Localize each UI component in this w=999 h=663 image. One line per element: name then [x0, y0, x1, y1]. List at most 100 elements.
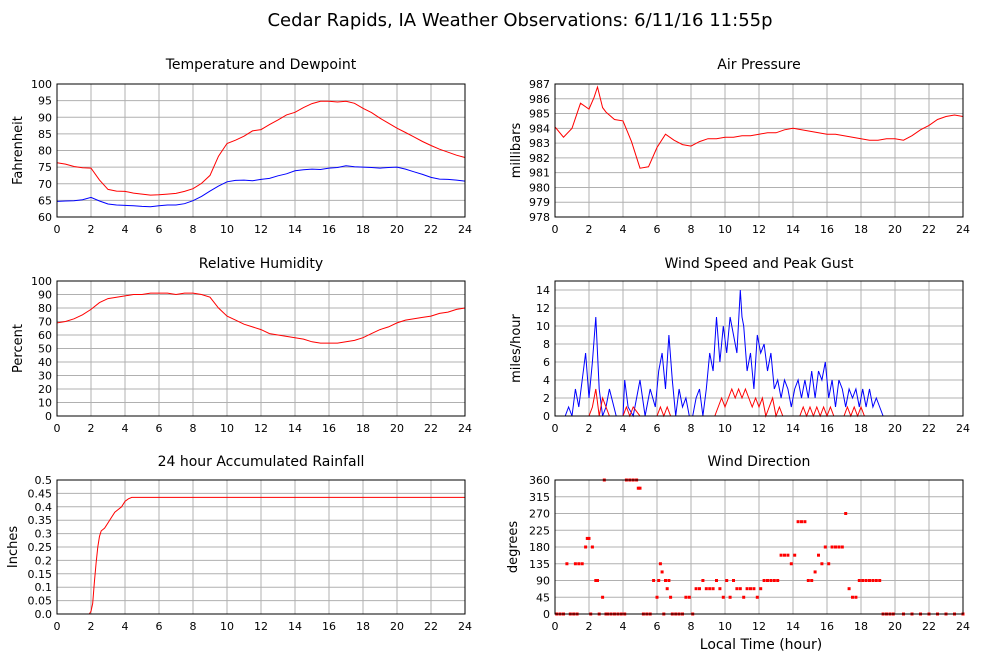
x-tick-label: 16: [820, 620, 834, 633]
y-tick-label: 85: [38, 128, 52, 141]
x-tick-label: 2: [586, 422, 593, 435]
data-point: [660, 570, 664, 574]
x-tick-label: 18: [356, 620, 370, 633]
data-point: [786, 553, 790, 557]
x-tick-label: 22: [424, 422, 438, 435]
data-point: [789, 562, 793, 566]
y-tick-label: 100: [31, 275, 52, 288]
y-axis-label: millibars: [509, 123, 524, 179]
y-tick-label: 95: [38, 95, 52, 108]
data-point: [844, 512, 848, 515]
data-point: [658, 562, 662, 566]
data-point: [749, 587, 752, 591]
data-point: [725, 579, 729, 582]
x-tick-label: 20: [888, 422, 902, 435]
x-tick-label: 22: [424, 223, 438, 236]
y-axis-label: miles/hour: [509, 313, 524, 382]
data-point: [823, 545, 827, 549]
data-point: [735, 587, 739, 591]
data-point: [698, 587, 701, 591]
x-tick-label: 18: [854, 223, 868, 236]
x-tick-label: 6: [156, 223, 163, 236]
data-point: [871, 579, 875, 582]
y-tick-label: 0.15: [28, 568, 53, 581]
x-tick-label: 22: [922, 223, 936, 236]
y-tick-label: 0: [543, 608, 550, 621]
data-point: [776, 579, 780, 582]
x-tick-label: 2: [88, 223, 95, 236]
plot-frame: [56, 280, 466, 417]
x-tick-label: 22: [922, 620, 936, 633]
y-axis-label: Percent: [11, 324, 26, 373]
x-tick-label: 10: [220, 223, 234, 236]
y-tick-label: 180: [529, 541, 550, 554]
y-tick-label: 0.2: [35, 554, 53, 567]
data-point: [803, 520, 807, 524]
y-tick-label: 70: [38, 178, 52, 191]
y-tick-label: 985: [529, 108, 550, 121]
data-point: [847, 587, 851, 591]
series-line-1: [57, 496, 465, 615]
data-point: [766, 579, 769, 582]
x-tick-label: 0: [54, 422, 61, 435]
x-tick-label: 24: [956, 620, 970, 633]
y-tick-label: 4: [543, 374, 550, 387]
panel-title: Wind Speed and Peak Gust: [665, 256, 854, 272]
y-tick-label: 75: [38, 161, 52, 174]
panel-rain: 0.00.050.10.150.20.250.30.350.40.450.5 0 2…: [6, 454, 472, 633]
data-point: [715, 579, 718, 582]
x-tick-label: 2: [88, 422, 95, 435]
y-tick-label: 987: [529, 78, 550, 91]
y-tick-label: 60: [38, 329, 52, 342]
x-tick-label: 4: [122, 620, 129, 633]
y-tick-label: 0.05: [28, 595, 53, 608]
x-tick-label: 14: [786, 223, 800, 236]
data-point: [577, 562, 581, 566]
x-tick-label: 20: [390, 223, 404, 236]
y-tick-label: 0.5: [35, 474, 53, 487]
x-tick-label: 12: [254, 620, 268, 633]
x-tick-label: 0: [552, 620, 559, 633]
data-point: [772, 579, 776, 582]
y-tick-label: 10: [536, 320, 550, 333]
x-tick-label: 14: [288, 620, 302, 633]
data-point: [667, 579, 671, 582]
data-point: [830, 545, 834, 549]
y-tick-label: 6: [543, 356, 550, 369]
data-point: [783, 553, 786, 557]
y-tick-label: 270: [529, 508, 550, 521]
x-tick-label: 10: [220, 422, 234, 435]
data-point: [687, 595, 691, 599]
y-tick-label: 90: [536, 575, 550, 588]
data-point: [594, 579, 598, 582]
x-tick-label: 22: [922, 422, 936, 435]
y-tick-label: 40: [38, 356, 52, 369]
y-tick-label: 60: [38, 211, 52, 224]
y-tick-label: 65: [38, 194, 52, 207]
data-point: [800, 520, 803, 524]
x-tick-label: 18: [356, 223, 370, 236]
data-point: [655, 595, 659, 599]
x-tick-label: 8: [190, 223, 197, 236]
data-point: [827, 562, 831, 566]
data-point: [759, 587, 763, 591]
data-point: [878, 579, 882, 582]
x-tick-label: 12: [752, 422, 766, 435]
y-axis-label: degrees: [506, 521, 521, 574]
y-tick-label: 45: [536, 591, 550, 604]
data-point: [565, 562, 569, 566]
data-point: [711, 587, 715, 591]
x-tick-label: 20: [390, 620, 404, 633]
x-tick-label: 24: [458, 422, 472, 435]
y-tick-label: 984: [529, 122, 550, 135]
main-title: Cedar Rapids, IA Weather Observations: 6…: [267, 10, 772, 31]
data-point: [732, 579, 735, 582]
x-tick-label: 14: [288, 223, 302, 236]
x-tick-label: 2: [586, 620, 593, 633]
data-point: [854, 595, 858, 599]
x-tick-label: 0: [54, 620, 61, 633]
panel-title: Temperature and Dewpoint: [165, 57, 357, 73]
